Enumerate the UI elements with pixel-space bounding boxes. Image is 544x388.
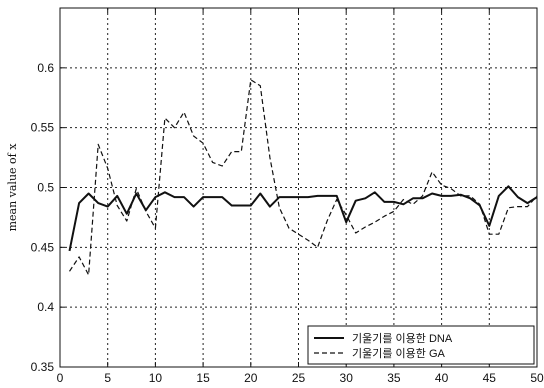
x-tick-label: 15 (196, 371, 210, 385)
y-tick-label: 0.4 (37, 300, 54, 314)
series-layer (68, 79, 538, 276)
tick-labels: 0 5 10 15 20 25 30 35 40 45 50 0.35 0.4 0.45 0.5 0.55 0.… (31, 61, 544, 385)
y-tick-label: 0.55 (31, 121, 55, 135)
grid-lines (60, 8, 537, 367)
y-tick-label: 0.35 (31, 360, 55, 374)
x-tick-label: 40 (435, 371, 449, 385)
x-tick-label: 10 (149, 371, 163, 385)
legend-box (307, 325, 535, 365)
x-tick-label: 20 (244, 371, 258, 385)
x-tick-label: 45 (483, 371, 497, 385)
x-tick-label: 0 (57, 371, 64, 385)
legend-label-ga: 기울기를 이용한 GA (352, 347, 446, 360)
legend-label-dna: 기울기를 이용한 DNA (352, 332, 453, 345)
legend: 기울기를 이용한 DNA 기울기를 이용한 GA (307, 325, 535, 365)
x-tick-label: 25 (292, 371, 306, 385)
axis-ticks (59, 8, 538, 368)
x-tick-label: 30 (340, 371, 354, 385)
series-line-ga (69, 79, 538, 276)
y-axis-label: mean value of x (6, 143, 19, 232)
x-tick-label: 50 (530, 371, 544, 385)
x-tick-label: 5 (104, 371, 111, 385)
y-tick-label: 0.5 (37, 181, 54, 195)
x-tick-label: 35 (387, 371, 401, 385)
y-tick-label: 0.6 (37, 61, 54, 75)
y-tick-label: 0.45 (31, 240, 55, 254)
